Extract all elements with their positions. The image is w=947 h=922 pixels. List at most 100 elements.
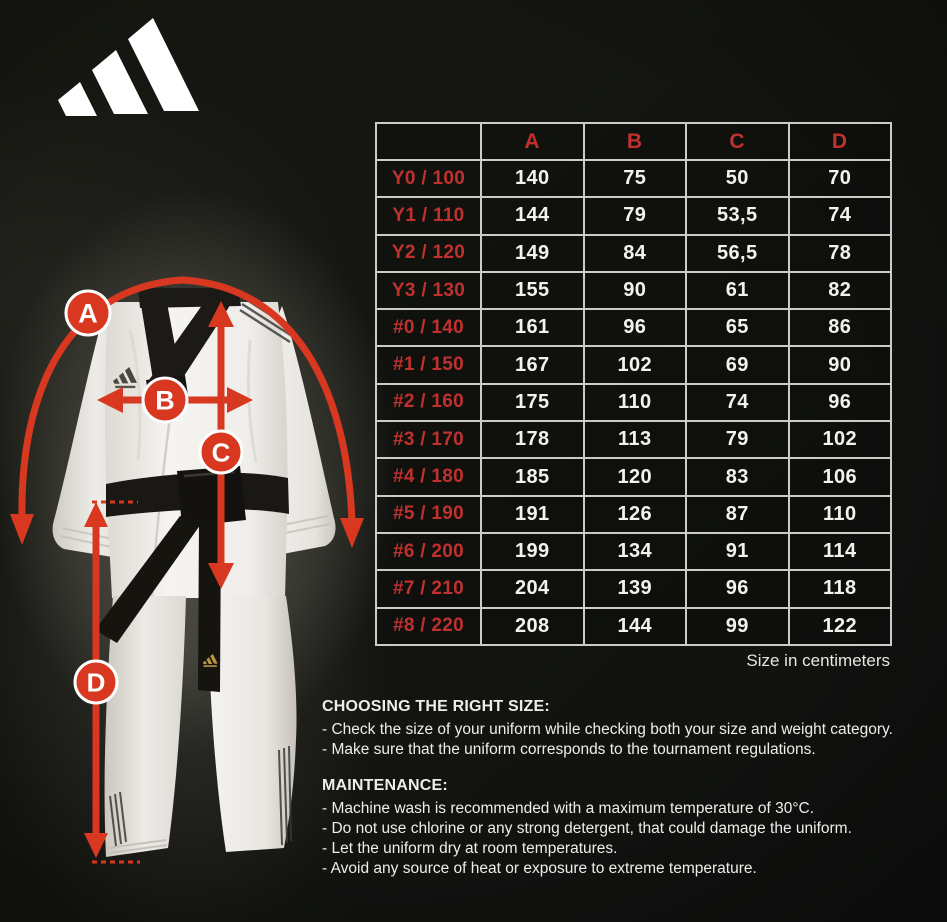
arrowhead	[227, 387, 253, 413]
measure-letter-b: B	[155, 386, 175, 416]
size-value-cell: 87	[685, 494, 790, 534]
measure-letter-d: D	[87, 667, 106, 697]
size-value-cell: 144	[582, 606, 687, 647]
maintenance-title: MAINTENANCE:	[322, 777, 448, 794]
measurement-annotations: A B C D	[10, 276, 364, 864]
size-value-cell: 178	[480, 420, 585, 460]
left-sleeve	[52, 306, 123, 558]
arrowhead	[84, 833, 108, 858]
jacket-body	[104, 302, 288, 598]
size-table-row: #1 / 150 167 102 69 90	[375, 345, 892, 385]
corner-cell	[375, 122, 482, 161]
size-value-cell: 96	[685, 569, 790, 609]
choosing-title: CHOOSING THE RIGHT SIZE:	[322, 698, 550, 715]
arrowhead	[10, 514, 34, 545]
size-value-cell: 114	[787, 531, 892, 572]
size-row-label: #2 / 160	[375, 382, 482, 423]
size-value-cell: 120	[582, 457, 687, 497]
size-chart-table: A B C D Y0 / 100 140 75 50 70 Y1 / 110 144 79 53…	[375, 122, 892, 647]
size-value-cell: 96	[787, 382, 892, 423]
measure-letter-c: C	[212, 437, 231, 467]
size-table-row: #4 / 180 185 120 83 106	[375, 457, 892, 497]
size-value-cell: 149	[480, 233, 585, 273]
column-header-d: D	[787, 122, 892, 161]
size-value-cell: 122	[787, 606, 892, 647]
size-value-cell: 61	[685, 270, 790, 311]
size-table-row: #5 / 190 191 126 87 110	[375, 494, 892, 534]
measure-badge-c	[198, 429, 244, 475]
size-value-cell: 56,5	[685, 233, 790, 273]
size-value-cell: 74	[787, 196, 892, 236]
size-value-cell: 79	[582, 196, 687, 236]
size-row-label: Y2 / 120	[375, 233, 482, 273]
size-value-cell: 204	[480, 569, 585, 609]
size-value-cell: 110	[582, 382, 687, 423]
size-row-label: #1 / 150	[375, 345, 482, 385]
size-table-row: Y1 / 110 144 79 53,5 74	[375, 196, 892, 236]
arrowhead	[208, 563, 234, 589]
arrowhead	[84, 502, 108, 527]
adidas-logo-icon	[58, 18, 199, 116]
size-value-cell: 155	[480, 270, 585, 311]
belt-end-left	[95, 516, 203, 643]
size-value-cell: 175	[480, 382, 585, 423]
size-value-cell: 82	[787, 270, 892, 311]
size-value-cell: 208	[480, 606, 585, 647]
size-row-label: Y0 / 100	[375, 158, 482, 199]
size-value-cell: 69	[685, 345, 790, 385]
size-value-cell: 83	[685, 457, 790, 497]
size-table-row: Y2 / 120 149 84 56,5 78	[375, 233, 892, 273]
size-value-cell: 134	[582, 531, 687, 572]
maintenance-item: - Do not use chlorine or any strong dete…	[322, 820, 852, 837]
size-value-cell: 90	[582, 270, 687, 311]
size-table-row: Y3 / 130 155 90 61 82	[375, 270, 892, 311]
size-value-cell: 199	[480, 531, 585, 572]
size-table-row: Y0 / 100 140 75 50 70	[375, 158, 892, 199]
size-row-label: Y3 / 130	[375, 270, 482, 311]
size-value-cell: 84	[582, 233, 687, 273]
size-value-cell: 90	[787, 345, 892, 385]
size-row-label: #8 / 220	[375, 606, 482, 647]
size-row-label: #6 / 200	[375, 531, 482, 572]
size-value-cell: 53,5	[685, 196, 790, 236]
measure-badge-a	[64, 289, 112, 337]
adidas-chest-logo-icon	[113, 367, 138, 389]
size-value-cell: 96	[582, 308, 687, 348]
size-row-label: Y1 / 110	[375, 196, 482, 236]
size-row-label: #3 / 170	[375, 420, 482, 460]
belt-knot	[177, 466, 246, 527]
size-value-cell: 144	[480, 196, 585, 236]
size-value-cell: 102	[787, 420, 892, 460]
size-value-cell: 110	[787, 494, 892, 534]
measure-arc-a	[18, 276, 356, 525]
size-table-row: #3 / 170 178 113 79 102	[375, 420, 892, 460]
measure-letter-a: A	[78, 299, 98, 329]
size-row-label: #0 / 140	[375, 308, 482, 348]
column-header-b: B	[582, 122, 687, 161]
size-row-label: #7 / 210	[375, 569, 482, 609]
size-table-row: #8 / 220 208 144 99 122	[375, 606, 892, 647]
left-pant-leg	[104, 596, 186, 857]
column-header-a: A	[480, 122, 585, 161]
size-table-row: #6 / 200 199 134 91 114	[375, 531, 892, 572]
maintenance-item: - Let the uniform dry at room temperatur…	[322, 840, 618, 857]
size-table-body: Y0 / 100 140 75 50 70 Y1 / 110 144 79 53,5 74 Y2 /…	[375, 158, 892, 647]
size-value-cell: 185	[480, 457, 585, 497]
size-table-row: #0 / 140 161 96 65 86	[375, 308, 892, 348]
size-value-cell: 191	[480, 494, 585, 534]
size-value-cell: 91	[685, 531, 790, 572]
right-pant-leg	[208, 596, 297, 852]
pant-three-stripes-right	[278, 745, 292, 846]
size-value-cell: 139	[582, 569, 687, 609]
dobok-illustration: A B C D	[10, 276, 364, 864]
size-value-cell: 78	[787, 233, 892, 273]
arrowhead	[208, 301, 234, 327]
size-value-cell: 113	[582, 420, 687, 460]
size-value-cell: 99	[685, 606, 790, 647]
size-table-header-row: A B C D	[375, 122, 892, 161]
pant-three-stripes-left	[109, 791, 127, 847]
choosing-item: - Check the size of your uniform while c…	[322, 721, 893, 738]
size-table-row: #7 / 210 204 139 96 118	[375, 569, 892, 609]
size-row-label: #5 / 190	[375, 494, 482, 534]
